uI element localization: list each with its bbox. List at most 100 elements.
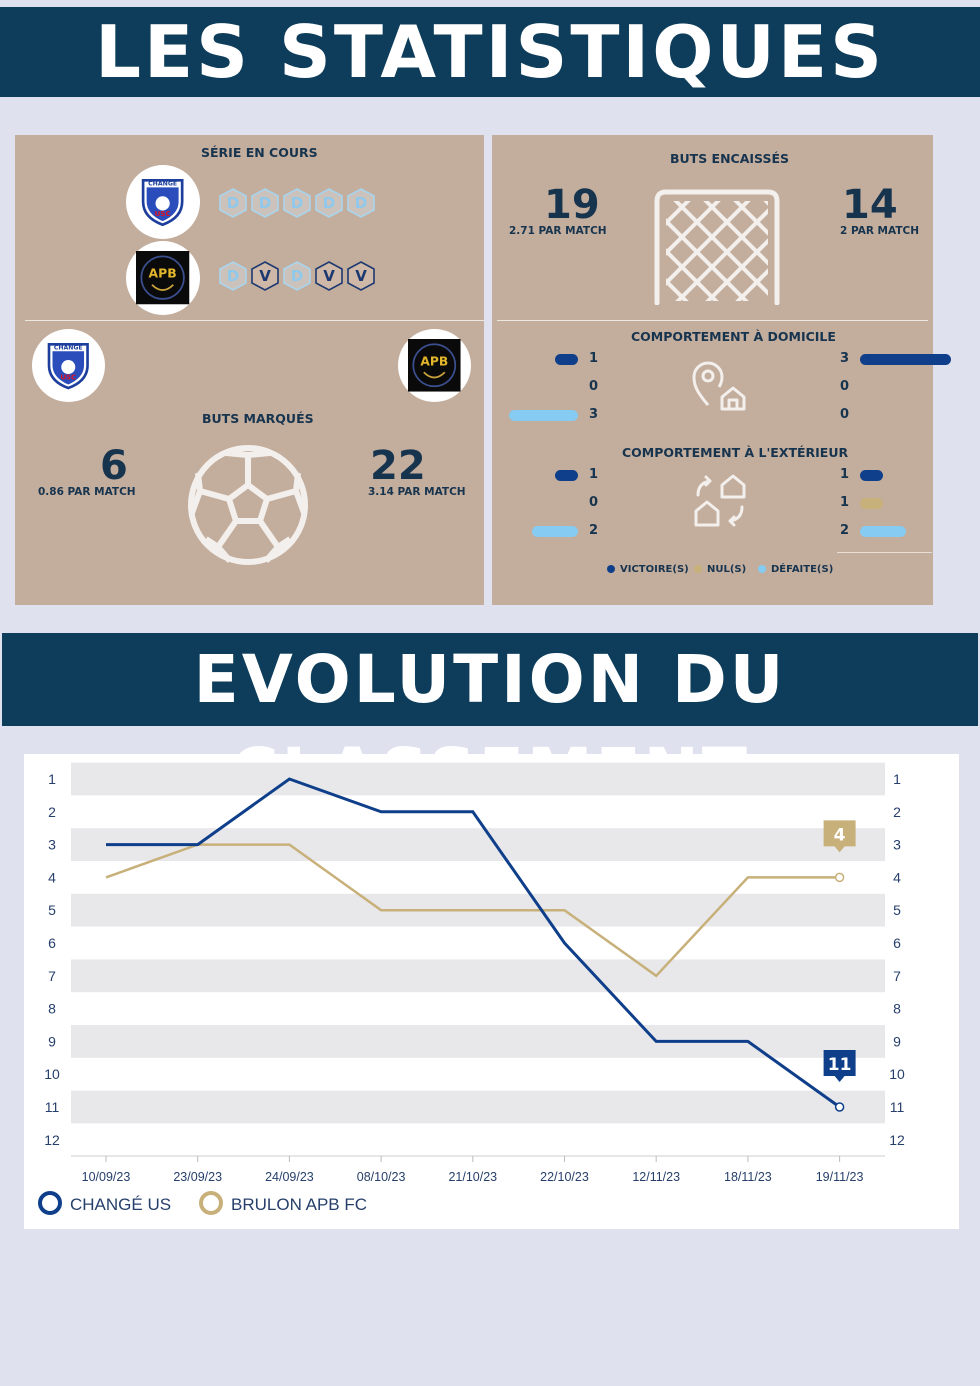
y-tick-right: 12 [889,1132,905,1148]
y-tick-left: 9 [48,1033,56,1049]
result-label: D [258,194,272,212]
team1-goals-conceded-per-match: 2.71 PAR MATCH [509,225,607,237]
team1-goals-scored: 6 [100,443,128,489]
result-label: D [354,194,368,212]
result-label: V [323,267,335,285]
victoires-dot [607,565,615,573]
team1-result-2: D [250,187,280,219]
result-label: D [226,267,240,285]
y-tick-left: 8 [48,1001,56,1017]
y-tick-left: 7 [48,968,56,984]
team2-goals-scored: 22 [370,443,426,489]
series-line-1 [106,777,841,1109]
team2-result-4: V [314,260,344,292]
home-team1-defaites: 3 [589,407,599,422]
y-tick-left: 3 [48,837,56,853]
series-end-point-2 [834,872,845,883]
team2-goals-scored-per-match: 3.14 PAR MATCH [368,486,466,498]
team1-crest-icon: CHANGÉ USC [142,179,184,227]
y-tick-right: 10 [889,1066,905,1082]
legend-label-2: BRULON APB FC [231,1195,367,1214]
nuls-dot [694,565,702,573]
y-tick-left: 12 [44,1132,60,1148]
svg-text:CHANGÉ: CHANGÉ [54,343,83,352]
team1-result-5: D [346,187,376,219]
result-label: D [290,194,304,212]
serie-title: SÉRIE EN COURS [201,145,318,160]
team1-crest-icon: CHANGÉ USC [47,343,90,390]
y-tick-left: 4 [48,869,56,885]
away-team2-defaites-bar [860,526,906,537]
legend-victoires-label: VICTOIRE(S) [620,564,689,575]
team1-result-1: D [218,187,248,219]
end-value-callout-2 [823,820,856,853]
y-tick-right: 1 [893,771,901,787]
y-tick-left: 11 [45,1099,60,1115]
svg-text:APB: APB [421,354,449,368]
x-tick-label: 22/10/23 [540,1170,589,1184]
end-value-callout-1 [823,1050,856,1082]
result-label: V [259,267,271,285]
row-stripe [71,1090,885,1124]
series-line-2 [105,843,840,978]
y-tick-right: 4 [893,869,901,885]
home-team2-defaites: 0 [840,407,850,422]
team1-goals-scored-per-match: 0.86 PAR MATCH [38,486,136,498]
goal-net-icon [654,189,780,305]
away-team1-nuls: 0 [589,495,599,510]
team2-goals-conceded-per-match: 2 PAR MATCH [840,225,919,237]
home-team1-victoires-bar [555,354,578,365]
row-stripe [71,959,885,993]
y-tick-right: 8 [893,1001,901,1017]
divider [25,320,484,321]
y-tick-right: 3 [893,837,901,853]
legend-defaites: DÉFAITE(S) [758,564,833,575]
result-label: D [226,194,240,212]
x-tick-label: 21/10/23 [448,1170,497,1184]
divider [497,320,928,321]
right-stats-panel: BUTS ENCAISSÉS 19 2.71 PAR MATCH 14 2 PA… [492,135,951,605]
ranking-chart-card: 1 1 2 2 3 3 4 4 5 5 6 6 7 7 8 8 9 9 10 10 11 11 12 12 10/09/23 23… [24,754,959,1229]
x-tick-label: 24/09/23 [265,1170,314,1184]
team2-result-5: V [346,260,376,292]
legend-label-1: CHANGÉ US [70,1195,171,1214]
legend-marker-2 [199,1191,223,1215]
team2-result-2: V [250,260,280,292]
away-team2-nuls: 1 [840,495,850,510]
y-tick-left: 10 [44,1066,60,1082]
svg-text:USC: USC [155,209,171,218]
home-team2-nuls: 0 [840,379,850,394]
legend-defaites-label: DÉFAITE(S) [771,564,834,575]
home-team2-victoires-bar [860,354,951,365]
home-team1-nuls: 0 [589,379,599,394]
result-label: D [290,267,304,285]
soccer-ball-icon [188,445,308,565]
svg-text:APB: APB [149,266,177,281]
home-team2-victoires: 3 [840,351,850,366]
defaites-dot [758,565,766,573]
end-value-label-2: 4 [834,825,846,845]
result-label: V [355,267,367,285]
x-tick-label: 10/09/23 [82,1170,131,1184]
stats-banner: LES STATISTIQUES [0,7,980,97]
result-label: D [322,194,336,212]
x-tick-label: 08/10/23 [357,1170,406,1184]
x-tick-label: 19/11/23 [816,1170,864,1184]
home-location-icon [692,361,746,411]
y-tick-right: 5 [893,902,901,918]
away-houses-icon [694,474,746,527]
legend-nuls: NUL(S) [694,564,746,575]
team2-result-1: D [218,260,248,292]
series-end-point-1 [834,1102,845,1112]
svg-text:CHANGÉ: CHANGÉ [148,179,177,188]
team2-logo: APB [126,241,200,315]
buts-encaisses-title: BUTS ENCAISSÉS [670,151,790,166]
away-team2-victoires: 1 [840,467,850,482]
team2-goals-conceded: 14 [842,182,898,228]
team1-result-3: D [282,187,312,219]
x-tick-label: 23/09/23 [173,1170,222,1184]
